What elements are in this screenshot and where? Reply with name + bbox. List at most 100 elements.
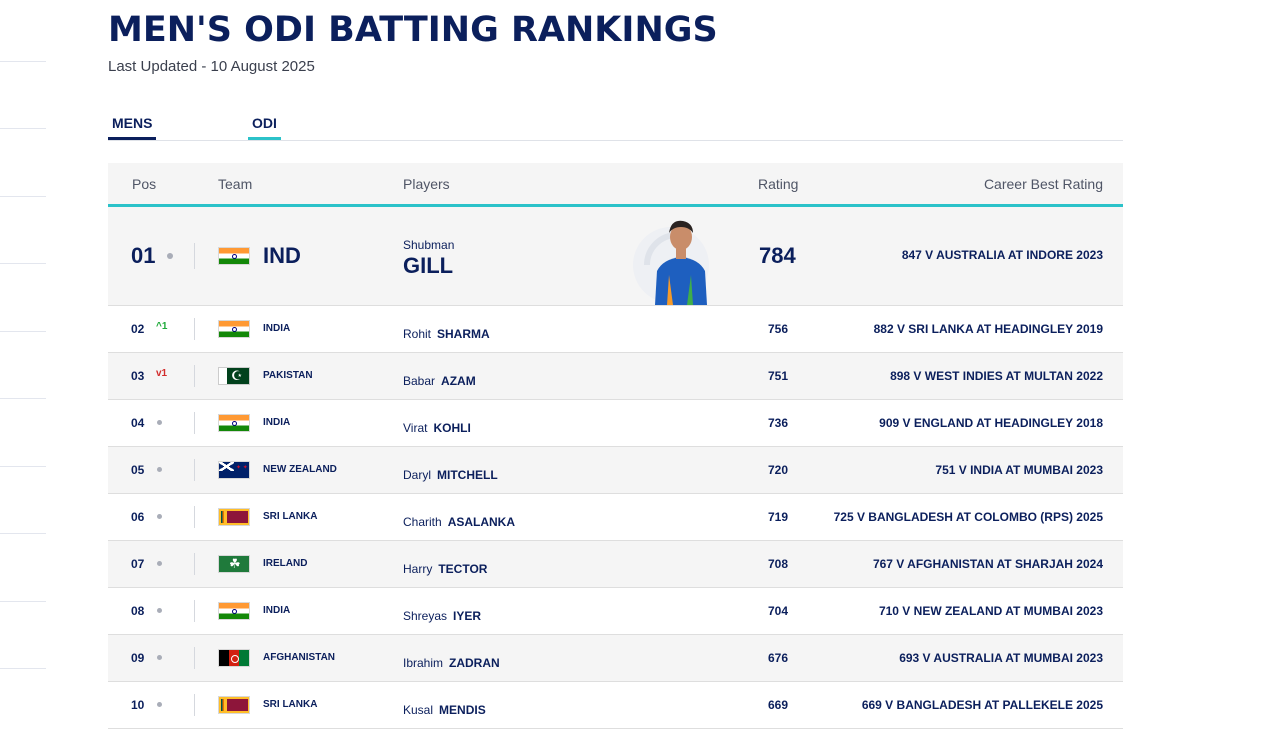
career-best: 669 V BANGLADESH AT PALLEKELE 2025 <box>861 698 1103 712</box>
filter-tabs: MENS ODI <box>108 110 1123 141</box>
position: 09 <box>131 651 145 665</box>
team-name: IRELAND <box>263 558 308 569</box>
header-players: Players <box>403 176 450 192</box>
player-last-name: KOHLI <box>433 421 471 435</box>
table-row[interactable]: 07 IRELAND Harry TECTOR 708 767 V AFGHANISTAN… <box>108 541 1123 588</box>
team-name: SRI LANKA <box>263 511 318 522</box>
player-last-name: ZADRAN <box>449 656 500 670</box>
no-change-icon <box>157 655 162 660</box>
divider <box>194 365 195 387</box>
rating: 720 <box>768 463 789 477</box>
rankings-table: Pos Team Players Rating Career Best Rati… <box>108 163 1123 729</box>
career-best: 847 V AUSTRALIA AT INDORE 2023 <box>901 248 1103 262</box>
rating: 751 <box>768 369 789 383</box>
divider <box>194 647 195 669</box>
position: 06 <box>131 510 145 524</box>
divider <box>194 600 195 622</box>
career-best: 767 V AFGHANISTAN AT SHARJAH 2024 <box>872 557 1103 571</box>
player-last-name: ASALANKA <box>447 515 516 529</box>
divider <box>194 553 195 575</box>
sidebar-divider <box>0 331 46 332</box>
sidebar-divider <box>0 196 46 197</box>
sidebar-divider <box>0 533 46 534</box>
table-row[interactable]: 08 INDIA Shreyas IYER 704 710 V NEW ZEALAND A… <box>108 588 1123 635</box>
player-first-name: Shubman <box>403 238 455 252</box>
player-name[interactable]: Babar AZAM <box>403 374 476 388</box>
player-first-name: Shreyas <box>403 609 448 623</box>
position: 07 <box>131 557 145 571</box>
player-name[interactable]: Shreyas IYER <box>403 609 481 623</box>
sri-lanka-flag-icon <box>218 696 250 714</box>
left-sidebar <box>0 0 46 720</box>
player-name[interactable]: Charith ASALANKA <box>403 515 515 529</box>
player-name[interactable]: Rohit SHARMA <box>403 327 490 341</box>
table-row[interactable]: 06 SRI LANKA Charith ASALANKA 719 725 V BANGL… <box>108 494 1123 541</box>
player-first-name: Ibrahim <box>403 656 444 670</box>
no-change-icon <box>157 420 162 425</box>
sidebar-divider <box>0 61 46 62</box>
india-flag-icon <box>218 320 250 338</box>
rating: 704 <box>768 604 789 618</box>
divider <box>194 694 195 716</box>
player-name[interactable]: Ibrahim ZADRAN <box>403 656 500 670</box>
no-change-icon <box>167 253 173 259</box>
table-row[interactable]: 09 AFGHANISTAN Ibrahim ZADRAN 676 693 V AUSTR… <box>108 635 1123 682</box>
career-best: 710 V NEW ZEALAND AT MUMBAI 2023 <box>878 604 1103 618</box>
team-name: AFGHANISTAN <box>263 652 336 663</box>
no-change-icon <box>157 702 162 707</box>
last-updated: Last Updated - 10 August 2025 <box>108 58 315 75</box>
table-row[interactable]: 10 SRI LANKA Kusal MENDIS 669 669 V BANGLADES… <box>108 682 1123 729</box>
player-last-name: MENDIS <box>439 703 486 717</box>
table-row[interactable]: 04 INDIA Virat KOHLI 736 909 V ENGLAND AT HEA… <box>108 400 1123 447</box>
header-career-best: Career Best Rating <box>983 176 1103 192</box>
sri-lanka-flag-icon <box>218 508 250 526</box>
player-name[interactable]: Harry TECTOR <box>403 562 487 576</box>
team-code: IND <box>263 243 301 268</box>
header-rating: Rating <box>758 176 799 192</box>
divider <box>194 243 195 269</box>
table-row[interactable]: 02 ^1 INDIA Rohit SHARMA 756 882 V SRI LANKA A… <box>108 306 1123 353</box>
player-name[interactable]: Virat KOHLI <box>403 421 471 435</box>
sidebar-divider <box>0 601 46 602</box>
career-best: 882 V SRI LANKA AT HEADINGLEY 2019 <box>873 322 1103 336</box>
sidebar-divider <box>0 128 46 129</box>
player-name[interactable]: Kusal MENDIS <box>403 703 486 717</box>
page-title: MEN'S ODI BATTING RANKINGS <box>108 10 718 50</box>
team-name: PAKISTAN <box>263 370 313 381</box>
table-row[interactable]: 05 NEW ZEALAND Daryl MITCHELL 720 751 V INDIA… <box>108 447 1123 494</box>
table-header: Pos Team Players Rating Career Best Rati… <box>108 163 1123 207</box>
player-photo <box>633 220 709 305</box>
player-last-name[interactable]: GILL <box>403 253 454 278</box>
arrow-down-icon: v1 <box>156 368 168 379</box>
top-ranked-row[interactable]: 01 IND Shubman GILL 784 847 V AUSTRALIA … <box>108 207 1123 306</box>
afghanistan-flag-icon <box>218 649 250 667</box>
position: 10 <box>131 698 145 712</box>
rating: 784 <box>759 243 796 268</box>
position: 01 <box>131 243 156 268</box>
player-first-name: Charith <box>403 515 442 529</box>
player-first-name: Rohit <box>403 327 432 341</box>
sidebar-divider <box>0 263 46 264</box>
team-name: NEW ZEALAND <box>263 464 337 475</box>
rating: 756 <box>768 322 789 336</box>
player-name[interactable]: Daryl MITCHELL <box>403 468 498 482</box>
header-team: Team <box>218 176 253 192</box>
india-flag-icon <box>218 247 250 265</box>
no-change-icon <box>157 514 162 519</box>
pakistan-flag-icon <box>218 367 250 385</box>
rankings-rows: 02 ^1 INDIA Rohit SHARMA 756 882 V SRI LANKA A… <box>108 306 1123 729</box>
sidebar-divider <box>0 398 46 399</box>
sidebar-divider <box>0 668 46 669</box>
filter-gender-mens[interactable]: MENS <box>108 115 157 140</box>
player-first-name: Kusal <box>403 703 434 717</box>
filter-format-odi[interactable]: ODI <box>248 115 281 140</box>
rating: 708 <box>768 557 789 571</box>
player-first-name: Daryl <box>403 468 432 482</box>
player-first-name: Babar <box>403 374 436 388</box>
table-row[interactable]: 03 v1 PAKISTAN Babar AZAM 751 898 V WEST INDIE… <box>108 353 1123 400</box>
team-name: INDIA <box>263 417 291 428</box>
player-first-name: Harry <box>403 562 433 576</box>
position: 05 <box>131 463 145 477</box>
ireland-flag-icon <box>218 555 250 573</box>
player-first-name: Virat <box>403 421 428 435</box>
